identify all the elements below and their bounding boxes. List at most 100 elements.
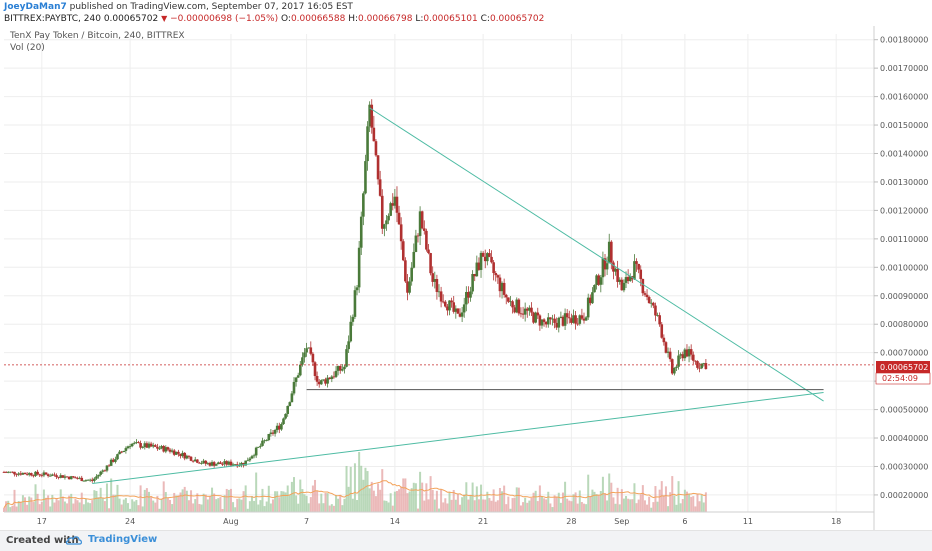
volume-bar: [364, 467, 367, 512]
candle-body: [673, 367, 676, 374]
candle-body: [677, 355, 680, 367]
volume-bar: [250, 496, 253, 512]
tradingview-brand[interactable]: TradingView: [88, 534, 158, 545]
candle-body: [675, 366, 678, 368]
volume-bar: [126, 503, 129, 512]
candle-body: [404, 260, 407, 282]
candle-body: [385, 220, 388, 225]
volume-bar: [486, 491, 489, 512]
volume-bar: [549, 503, 552, 512]
candle-body: [439, 291, 443, 302]
candle-body: [622, 282, 626, 291]
volume-bar: [305, 495, 308, 512]
price-axis[interactable]: 0.00180000 0.00170000 0.00160000 0.00150000…: [874, 36, 928, 500]
volume-bar: [622, 498, 625, 512]
candle-body: [95, 476, 98, 479]
x-tick-label: 28: [566, 517, 576, 526]
candle-body: [473, 274, 477, 277]
y-tick-label: 0.00120000: [880, 206, 928, 215]
candle-body: [635, 261, 638, 264]
candle-body: [477, 262, 481, 270]
candle-body: [612, 262, 615, 272]
candle-body: [158, 448, 161, 450]
volume-bar: [150, 496, 153, 512]
down-arrow-icon: ▼: [161, 14, 168, 23]
candle-body: [288, 402, 292, 407]
volume-bar: [36, 493, 39, 512]
candle-body: [528, 307, 531, 311]
candle-body: [90, 479, 94, 481]
volume-bar: [658, 489, 661, 512]
candle-body: [168, 449, 172, 452]
volume-bar: [78, 502, 81, 512]
volume-bar: [93, 490, 96, 512]
candle-body: [540, 319, 544, 326]
volume-ma-line: [3, 480, 706, 509]
candle-body: [44, 472, 48, 475]
candle-body: [479, 252, 483, 270]
candle-body: [271, 432, 275, 434]
candle-body: [99, 471, 102, 475]
volume-bar: [332, 505, 335, 512]
candle-body: [74, 477, 77, 479]
volume-bar: [177, 495, 180, 512]
high-value: 0.00066798: [358, 14, 413, 24]
x-tick-label: 18: [831, 517, 841, 526]
candle-body: [219, 462, 222, 464]
volume-bar: [593, 491, 596, 512]
volume-bar: [700, 494, 703, 512]
price-chart[interactable]: 0.00180000 0.00170000 0.00160000 0.00150000…: [0, 26, 932, 530]
volume-bar: [570, 501, 573, 512]
candle-body: [267, 433, 271, 441]
candle-body: [372, 127, 376, 142]
candle-body: [223, 461, 226, 465]
volume-bar: [141, 506, 144, 512]
volume-bar: [295, 495, 298, 512]
volume-bar: [574, 492, 577, 512]
candle-body: [626, 277, 630, 281]
candle-body: [551, 318, 554, 320]
candle-body: [320, 380, 323, 385]
candle-body: [82, 480, 86, 482]
volume-bar: [526, 502, 529, 512]
candle-body: [435, 278, 439, 292]
volume-bar: [328, 505, 331, 512]
candle-body: [160, 446, 163, 449]
trendlines[interactable]: [92, 107, 824, 485]
volume-bar: [181, 489, 184, 512]
candle-body: [212, 462, 216, 466]
candle-body: [448, 300, 451, 311]
candle-body: [61, 475, 65, 478]
candle-body: [196, 459, 199, 463]
candle-body: [525, 308, 529, 311]
volume-bar: [47, 495, 50, 512]
volume-bar: [84, 498, 87, 512]
y-tick-label: 0.00080000: [880, 320, 928, 329]
candle-body: [664, 342, 668, 353]
candle-body: [521, 313, 525, 315]
volume-bar: [505, 504, 508, 512]
author-name[interactable]: JoeyDaMan7: [4, 2, 67, 12]
volume-bar: [72, 503, 75, 512]
candle-body: [549, 317, 552, 320]
close-label: C:: [480, 14, 490, 24]
candle-body: [107, 465, 111, 467]
candle-body: [162, 446, 166, 452]
candle-body: [603, 258, 607, 270]
candle-body: [534, 312, 537, 323]
volume-bar: [452, 489, 455, 512]
candle-body: [93, 478, 96, 481]
volume-bar: [406, 493, 409, 512]
volume-bar: [192, 503, 195, 512]
candle-body: [589, 297, 592, 304]
volume-bar: [652, 502, 655, 512]
candle-body: [593, 285, 596, 293]
candle-body: [465, 291, 468, 305]
volume-bar: [135, 499, 138, 512]
candle-body: [496, 275, 500, 278]
candle-body: [305, 348, 308, 353]
time-axis[interactable]: 17 24 Aug 7 14 21 28 Sep 6 11 18: [37, 517, 842, 526]
candle-body: [656, 315, 659, 317]
volume-bar: [162, 481, 165, 512]
candle-body: [51, 474, 54, 476]
